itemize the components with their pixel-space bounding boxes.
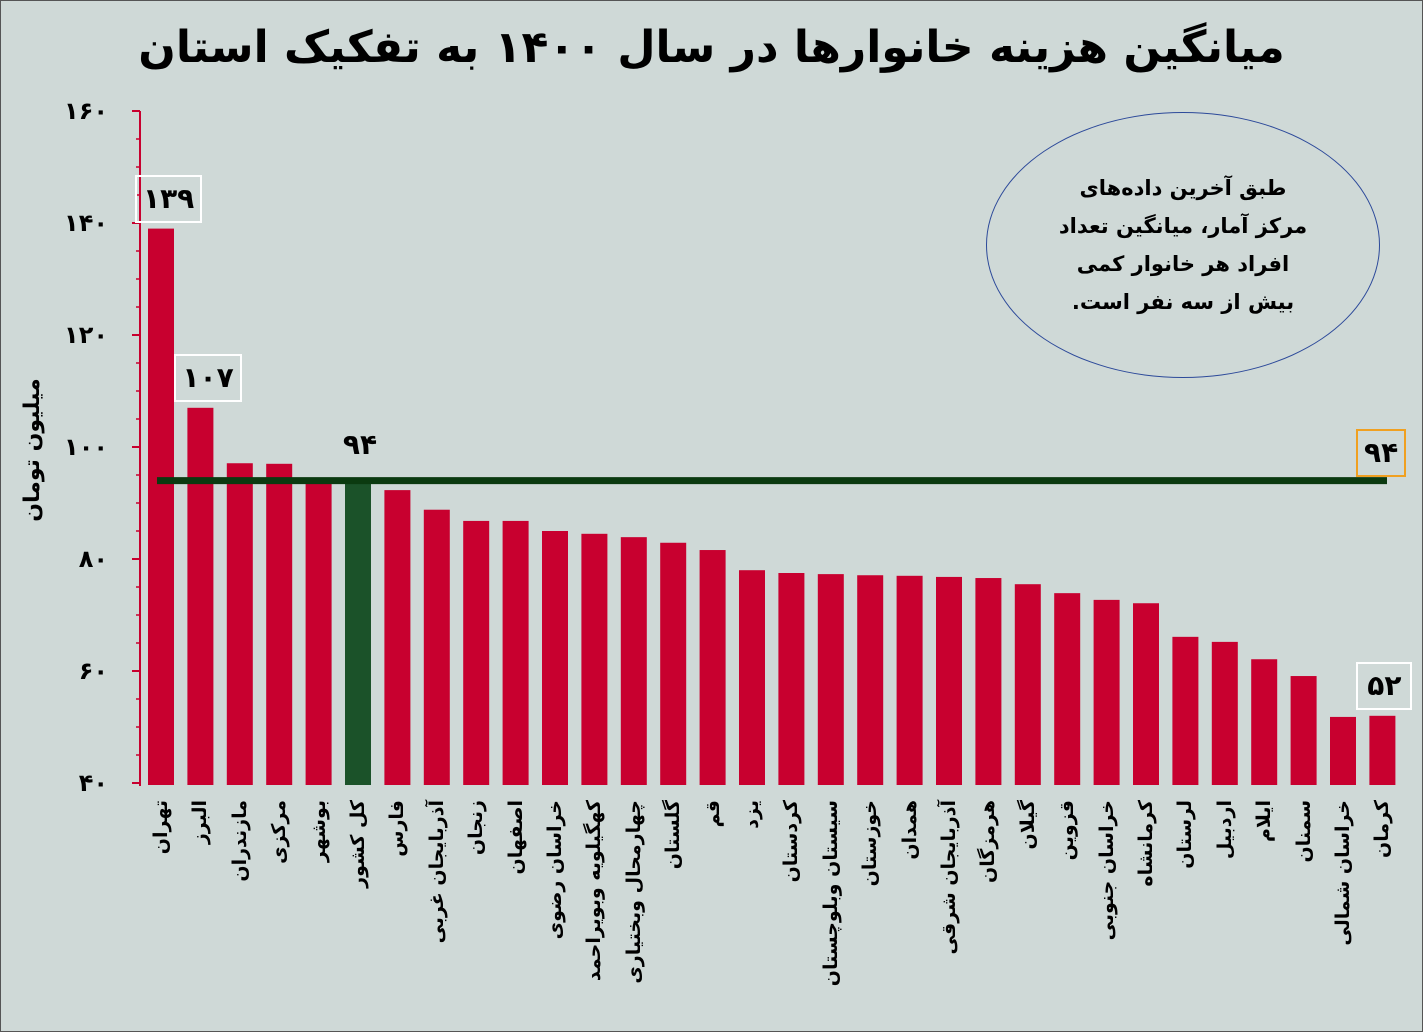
bar [463, 520, 490, 785]
bar [187, 407, 214, 785]
bar [896, 575, 923, 785]
x-tick-label: خراسان شمالی [1332, 800, 1354, 946]
x-tick-label: خراسان جنوبی [1095, 800, 1118, 941]
bar [620, 537, 647, 785]
x-tick-label: زنجان [465, 800, 488, 856]
bar [542, 531, 568, 785]
bar [345, 480, 371, 785]
y-tick-label: ۶۰ [79, 657, 108, 685]
x-tick-label: تهران [150, 800, 172, 855]
data-label: ۵۲ [1356, 661, 1413, 710]
x-tick-label: قزوین [1056, 800, 1079, 861]
x-tick-label: خراسان رضوی [544, 800, 566, 940]
data-label: ۱۳۹ [135, 174, 203, 223]
bar [660, 542, 687, 785]
x-tick-label: یزد [741, 800, 763, 829]
bar [1211, 641, 1238, 785]
x-tick-label: آذربایجان شرقی [938, 800, 960, 955]
bar [581, 533, 608, 785]
bar [384, 490, 411, 785]
reference-line-label: ۹۴ [1356, 428, 1407, 477]
x-tick-label: کهگیلویه وبویراحمد [583, 800, 606, 982]
y-tick-label: ۱۴۰ [64, 209, 108, 237]
chart-title: میانگین هزینه خانوارها در سال ۱۴۰۰ به تف… [138, 22, 1285, 73]
x-tick-label: خوزستان [859, 800, 882, 887]
y-tick-label: ۱۰۰ [64, 433, 108, 461]
x-tick-label: مازندران [228, 800, 251, 882]
bar [1093, 599, 1120, 785]
x-tick-label: هرمزگان [977, 800, 1000, 883]
bar [739, 570, 765, 785]
bar [1172, 636, 1199, 785]
x-tick-label: البرز [189, 800, 212, 845]
x-tick-label: کرمانشاه [1135, 800, 1157, 887]
bar [936, 576, 962, 785]
bar [1251, 659, 1278, 785]
x-tick-label: قم [701, 800, 724, 828]
bar [699, 550, 726, 785]
x-tick-label: آذربایجان غربی [425, 800, 448, 944]
bar [148, 228, 174, 786]
x-tick-label: مرکزی [268, 800, 291, 864]
x-tick-label: ایلام [1253, 800, 1276, 842]
bar [778, 573, 805, 785]
y-tick-label: ۱۶۰ [64, 97, 108, 125]
y-tick-label: ۸۰ [79, 545, 108, 573]
x-tick-label: فارس [386, 800, 409, 857]
x-tick-label: کل کشور [347, 800, 369, 888]
x-tick-label: همدان [898, 800, 921, 860]
bar [1014, 584, 1041, 785]
x-tick-label: گلستان [662, 800, 685, 870]
bar [1054, 593, 1081, 785]
bar [502, 520, 529, 785]
data-label: ۹۴ [342, 427, 378, 461]
x-tick-label: چهارمحال وبختیاری [622, 800, 645, 984]
bar [266, 463, 293, 785]
bar [975, 578, 1002, 785]
x-tick-label: سیستان وبلوچستان [819, 800, 842, 987]
x-tick-label: گیلان [1016, 800, 1039, 850]
x-tick-label: لرستان [1174, 800, 1197, 869]
bar [817, 574, 844, 785]
bar [857, 575, 884, 785]
bar [1290, 676, 1317, 785]
bar [1133, 603, 1159, 785]
x-tick-label: کردستان [780, 800, 803, 883]
x-tick-label: سمنان [1292, 800, 1315, 863]
x-tick-label: اصفهان [504, 800, 527, 875]
annotation-text: طبق آخرین داده‌های مرکز آمار، میانگین تع… [1058, 176, 1308, 314]
bar [423, 509, 450, 785]
x-tick-label: کرمان [1371, 800, 1394, 858]
x-tick-label: بوشهر [307, 800, 330, 863]
bar [226, 463, 253, 785]
bar [1369, 715, 1396, 785]
annotation-ellipse: طبق آخرین داده‌های مرکز آمار، میانگین تع… [986, 112, 1380, 378]
y-tick-label: ۱۲۰ [64, 321, 108, 349]
x-tick-label: اردبیل [1213, 800, 1236, 860]
bar [1330, 716, 1356, 785]
y-tick-label: ۴۰ [79, 769, 108, 797]
data-label: ۱۰۷ [174, 353, 242, 402]
bar [305, 478, 332, 785]
